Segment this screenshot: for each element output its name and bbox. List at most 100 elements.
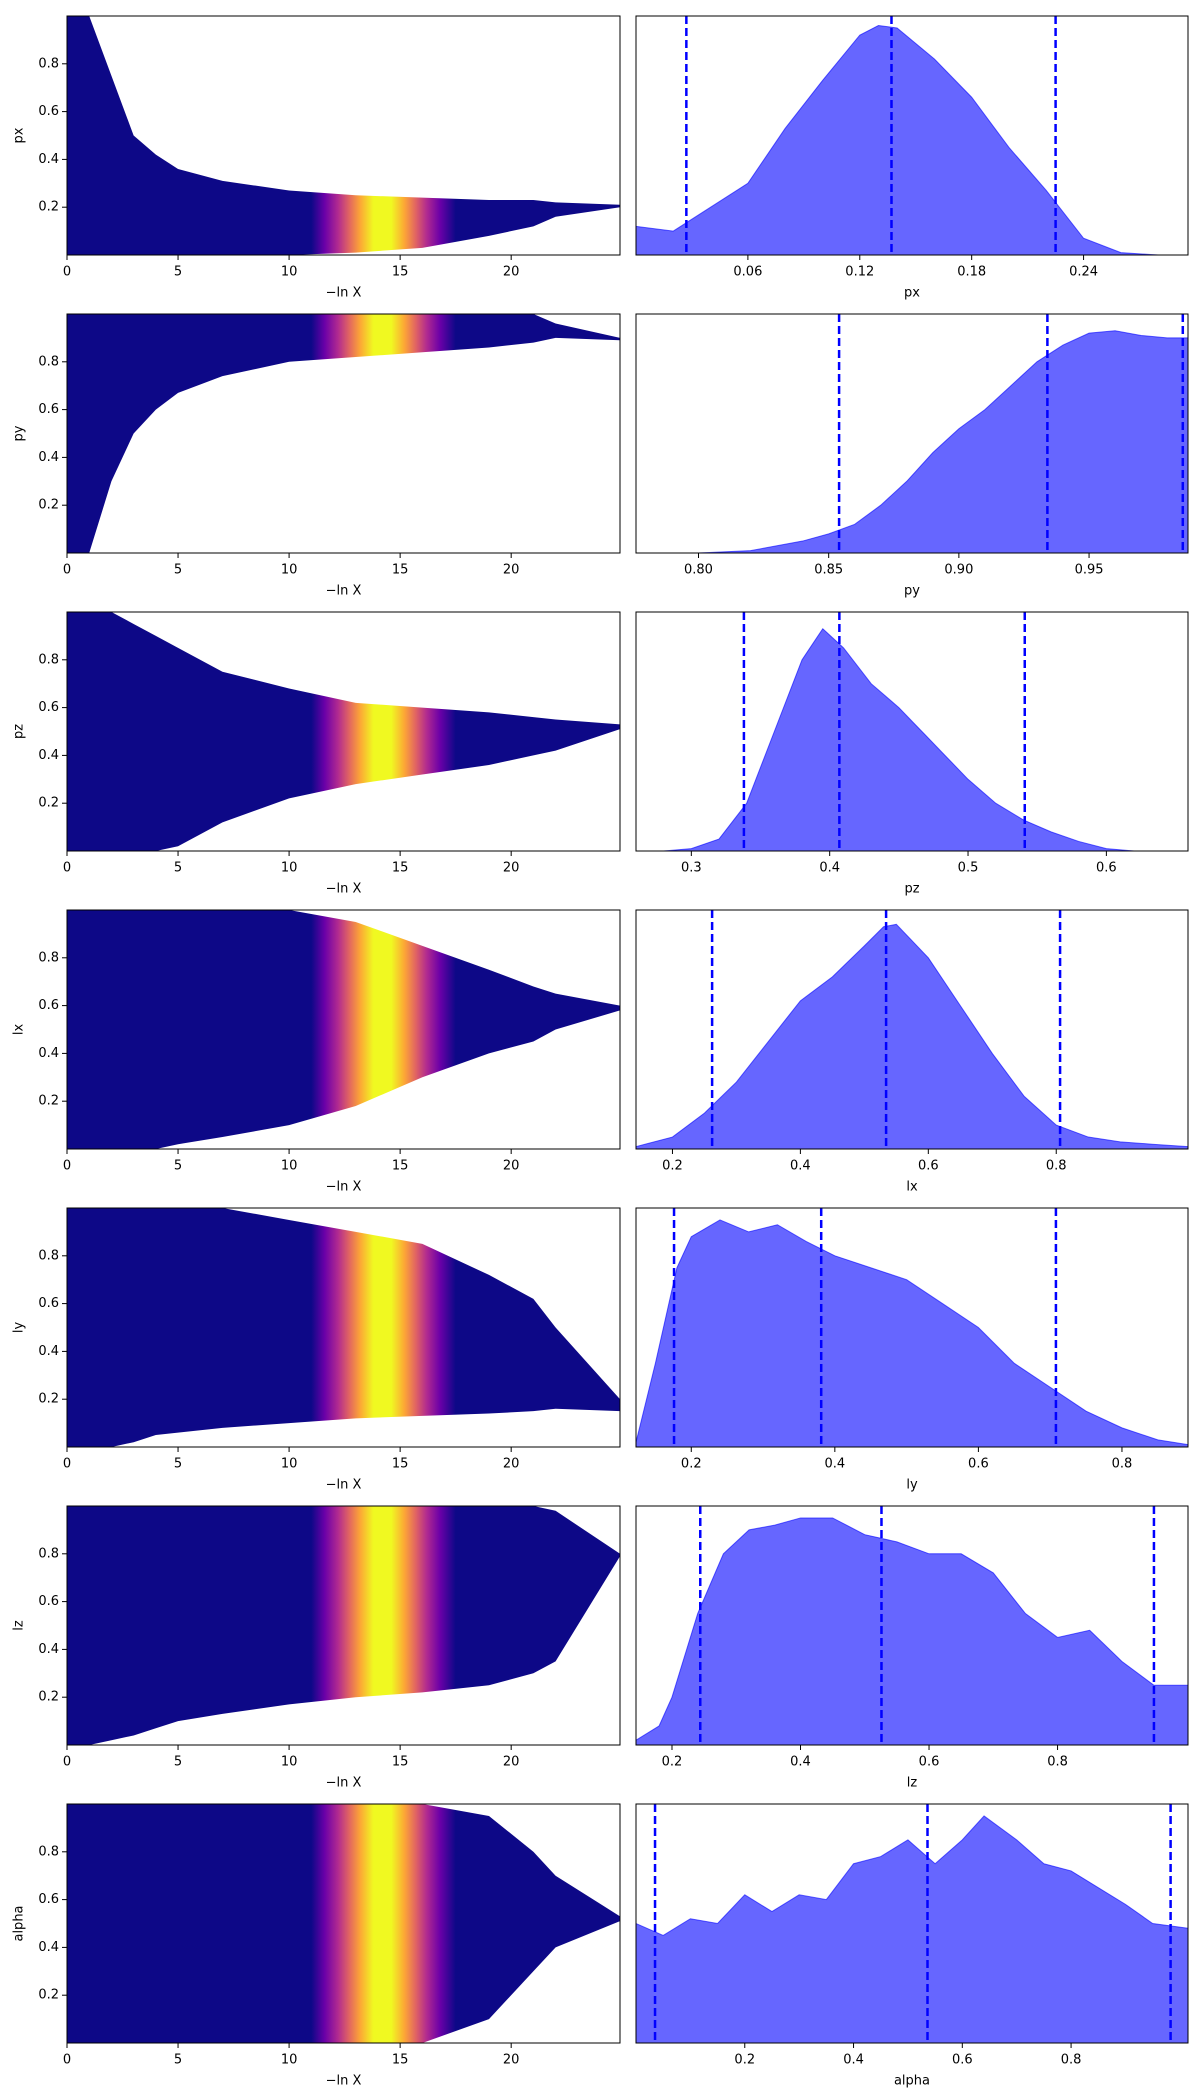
axes-frame [66, 15, 621, 256]
x-tick-label: 20 [503, 2053, 520, 2068]
y-tick-label: 0.6 [38, 700, 59, 715]
x-tick-label: 20 [503, 1457, 520, 1472]
y-tick-label: 0.2 [38, 498, 59, 513]
y-tick-label: 0.2 [38, 1690, 59, 1705]
x-tick-label: 0.6 [918, 1159, 939, 1174]
density-area [636, 923, 1188, 1149]
x-tick-label: 5 [174, 265, 182, 280]
x-tick-label: 5 [174, 1457, 182, 1472]
x-tick-label: 0.5 [958, 861, 979, 876]
x-tick-label: 0 [63, 861, 71, 876]
sample-cloud [67, 1804, 620, 2043]
axes-frame [66, 909, 621, 1150]
y-axis-label: py [12, 425, 27, 441]
x-tick-label: 0.12 [845, 265, 874, 280]
axes-frame [66, 1505, 621, 1746]
y-tick-label: 0.8 [38, 652, 59, 667]
x-axis-label: alpha [894, 2074, 930, 2089]
axes-frame [66, 313, 621, 554]
y-tick-label: 0.8 [38, 1546, 59, 1561]
x-tick-label: 0 [63, 265, 71, 280]
x-tick-label: 0.85 [814, 563, 843, 578]
y-tick-label: 0.4 [38, 152, 59, 167]
x-axis-label: −ln X [326, 1180, 362, 1195]
axes-frame [66, 611, 621, 852]
x-tick-label: 0.4 [824, 1457, 845, 1472]
x-tick-label: 15 [392, 1755, 409, 1770]
x-tick-label: 0.18 [957, 265, 986, 280]
sample-cloud [67, 16, 620, 255]
sample-cloud [67, 314, 620, 553]
y-tick-label: 0.4 [38, 1046, 59, 1061]
axes-frame [66, 1803, 621, 2044]
x-tick-label: 20 [503, 1159, 520, 1174]
x-axis-label: −ln X [326, 1478, 362, 1493]
x-tick-label: 0.06 [733, 265, 762, 280]
x-tick-label: 0.24 [1069, 265, 1098, 280]
x-tick-label: 0.6 [952, 2053, 973, 2068]
x-tick-label: 0.6 [968, 1457, 989, 1472]
sample-cloud [67, 1208, 620, 1447]
x-tick-label: 20 [503, 1755, 520, 1770]
x-tick-label: 5 [174, 563, 182, 578]
y-tick-label: 0.2 [38, 1392, 59, 1407]
x-tick-label: 0.80 [684, 563, 713, 578]
y-tick-label: 0.4 [38, 1642, 59, 1657]
density-area [636, 1815, 1188, 2043]
x-axis-label: −ln X [326, 286, 362, 301]
y-axis-label: alpha [12, 1905, 27, 1941]
x-tick-label: 10 [281, 2053, 298, 2068]
axes-frame [635, 1207, 1189, 1448]
y-tick-label: 0.4 [38, 1940, 59, 1955]
x-tick-label: 0.6 [919, 1755, 940, 1770]
y-tick-label: 0.6 [38, 998, 59, 1013]
y-tick-label: 0.2 [38, 796, 59, 811]
x-tick-label: 0.2 [662, 1159, 683, 1174]
x-tick-label: 0.8 [1047, 1755, 1068, 1770]
y-axis-label: lz [12, 1620, 27, 1631]
y-tick-label: 0.6 [38, 402, 59, 417]
x-tick-label: 0 [63, 2053, 71, 2068]
x-tick-label: 0.2 [681, 1457, 702, 1472]
x-tick-label: 5 [174, 861, 182, 876]
x-tick-label: 0 [63, 1457, 71, 1472]
x-tick-label: 10 [281, 265, 298, 280]
x-tick-label: 15 [392, 861, 409, 876]
y-tick-label: 0.2 [38, 1988, 59, 2003]
y-tick-label: 0.8 [38, 950, 59, 965]
axes-frame [635, 15, 1189, 256]
x-tick-label: 0.4 [843, 2053, 864, 2068]
y-tick-label: 0.8 [38, 56, 59, 71]
axes-frame [635, 1803, 1189, 2044]
x-tick-label: 0.8 [1061, 2053, 1082, 2068]
x-tick-label: 15 [392, 1159, 409, 1174]
x-tick-label: 15 [392, 2053, 409, 2068]
sample-cloud [67, 1506, 620, 1745]
axes-frame [635, 313, 1189, 554]
axes-frame [635, 909, 1189, 1150]
x-tick-label: 0.4 [819, 861, 840, 876]
density-area [636, 627, 1188, 851]
x-tick-label: 0 [63, 1159, 71, 1174]
x-tick-label: 10 [281, 1159, 298, 1174]
x-tick-label: 15 [392, 1457, 409, 1472]
x-tick-label: 0.2 [734, 2053, 755, 2068]
y-tick-label: 0.4 [38, 1344, 59, 1359]
x-tick-label: 10 [281, 1457, 298, 1472]
y-axis-label: ly [12, 1322, 27, 1334]
x-axis-label: lz [907, 1776, 918, 1791]
x-tick-label: 0.3 [681, 861, 702, 876]
y-tick-label: 0.8 [38, 1248, 59, 1263]
y-tick-label: 0.6 [38, 1594, 59, 1609]
axes-frame [635, 611, 1189, 852]
density-area [636, 1517, 1188, 1745]
x-tick-label: 0.8 [1046, 1159, 1067, 1174]
x-tick-label: 5 [174, 1755, 182, 1770]
x-axis-label: lx [906, 1180, 918, 1195]
x-tick-label: 0.2 [662, 1755, 683, 1770]
y-tick-label: 0.4 [38, 748, 59, 763]
y-tick-label: 0.4 [38, 450, 59, 465]
x-tick-label: 0 [63, 1755, 71, 1770]
y-tick-label: 0.8 [38, 1844, 59, 1859]
